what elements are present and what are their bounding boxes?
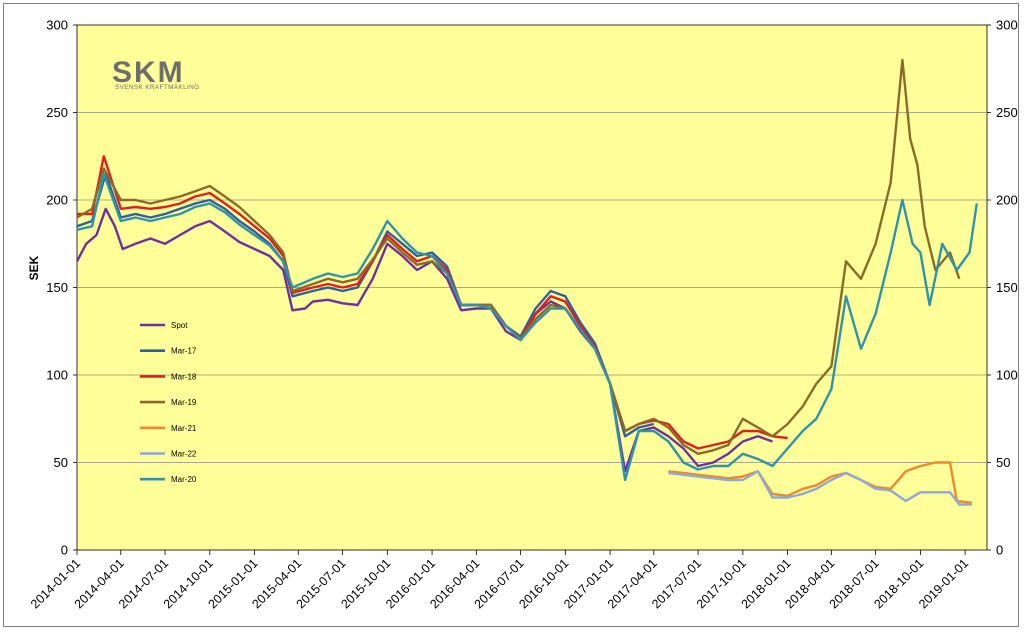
series-lines bbox=[75, 58, 978, 506]
y-axis-label: SEK bbox=[27, 255, 41, 280]
y-tick-label: 100 bbox=[46, 368, 68, 383]
y-tick-label-right: 0 bbox=[996, 543, 1003, 558]
series-line-mar-22 bbox=[668, 470, 972, 506]
series-line-mar-20 bbox=[76, 172, 978, 482]
y-tick-label: 300 bbox=[46, 18, 68, 33]
legend-label: Spot bbox=[171, 321, 188, 330]
legend-label: Mar-20 bbox=[171, 475, 197, 484]
y-tick-label: 150 bbox=[46, 280, 68, 295]
y-tick-label-right: 150 bbox=[996, 280, 1018, 295]
legend-label: Mar-17 bbox=[171, 347, 197, 356]
y-tick-label: 0 bbox=[61, 543, 68, 558]
series-line-spot bbox=[75, 207, 773, 473]
legend-label: Mar-21 bbox=[171, 424, 197, 433]
y-axis-left: 0 50 100 150 200 250 300 bbox=[46, 18, 77, 558]
y-tick-label: 50 bbox=[54, 455, 68, 470]
logo-name: SKM bbox=[112, 56, 185, 89]
series-line-mar-21 bbox=[668, 461, 973, 504]
logo-tagline: SVENSK KRAFTMÄKLING bbox=[115, 83, 199, 91]
y-tick-label-right: 200 bbox=[996, 193, 1018, 208]
legend-label: Mar-18 bbox=[171, 372, 197, 381]
x-axis: 2014-01-012014-04-012014-07-012014-10-01… bbox=[28, 550, 971, 611]
y-tick-label: 250 bbox=[46, 105, 68, 120]
y-tick-label-right: 50 bbox=[996, 455, 1010, 470]
legend-label: Mar-19 bbox=[171, 398, 197, 407]
y-tick-label-right: 100 bbox=[996, 368, 1018, 383]
legend-label: Mar-22 bbox=[171, 450, 197, 459]
y-axis-right: 0 50 100 150 200 250 300 bbox=[987, 18, 1018, 558]
series-line-mar-19 bbox=[76, 58, 961, 455]
skm-logo: SKM SVENSK KRAFTMÄKLING bbox=[112, 56, 199, 91]
y-tick-label-right: 250 bbox=[996, 105, 1018, 120]
y-tick-label: 200 bbox=[46, 193, 68, 208]
y-tick-label-right: 300 bbox=[996, 18, 1018, 33]
legend: Spot Mar-17 Mar-18 Mar-19 Mar-21 Mar-22 Mar-20 bbox=[140, 321, 197, 484]
